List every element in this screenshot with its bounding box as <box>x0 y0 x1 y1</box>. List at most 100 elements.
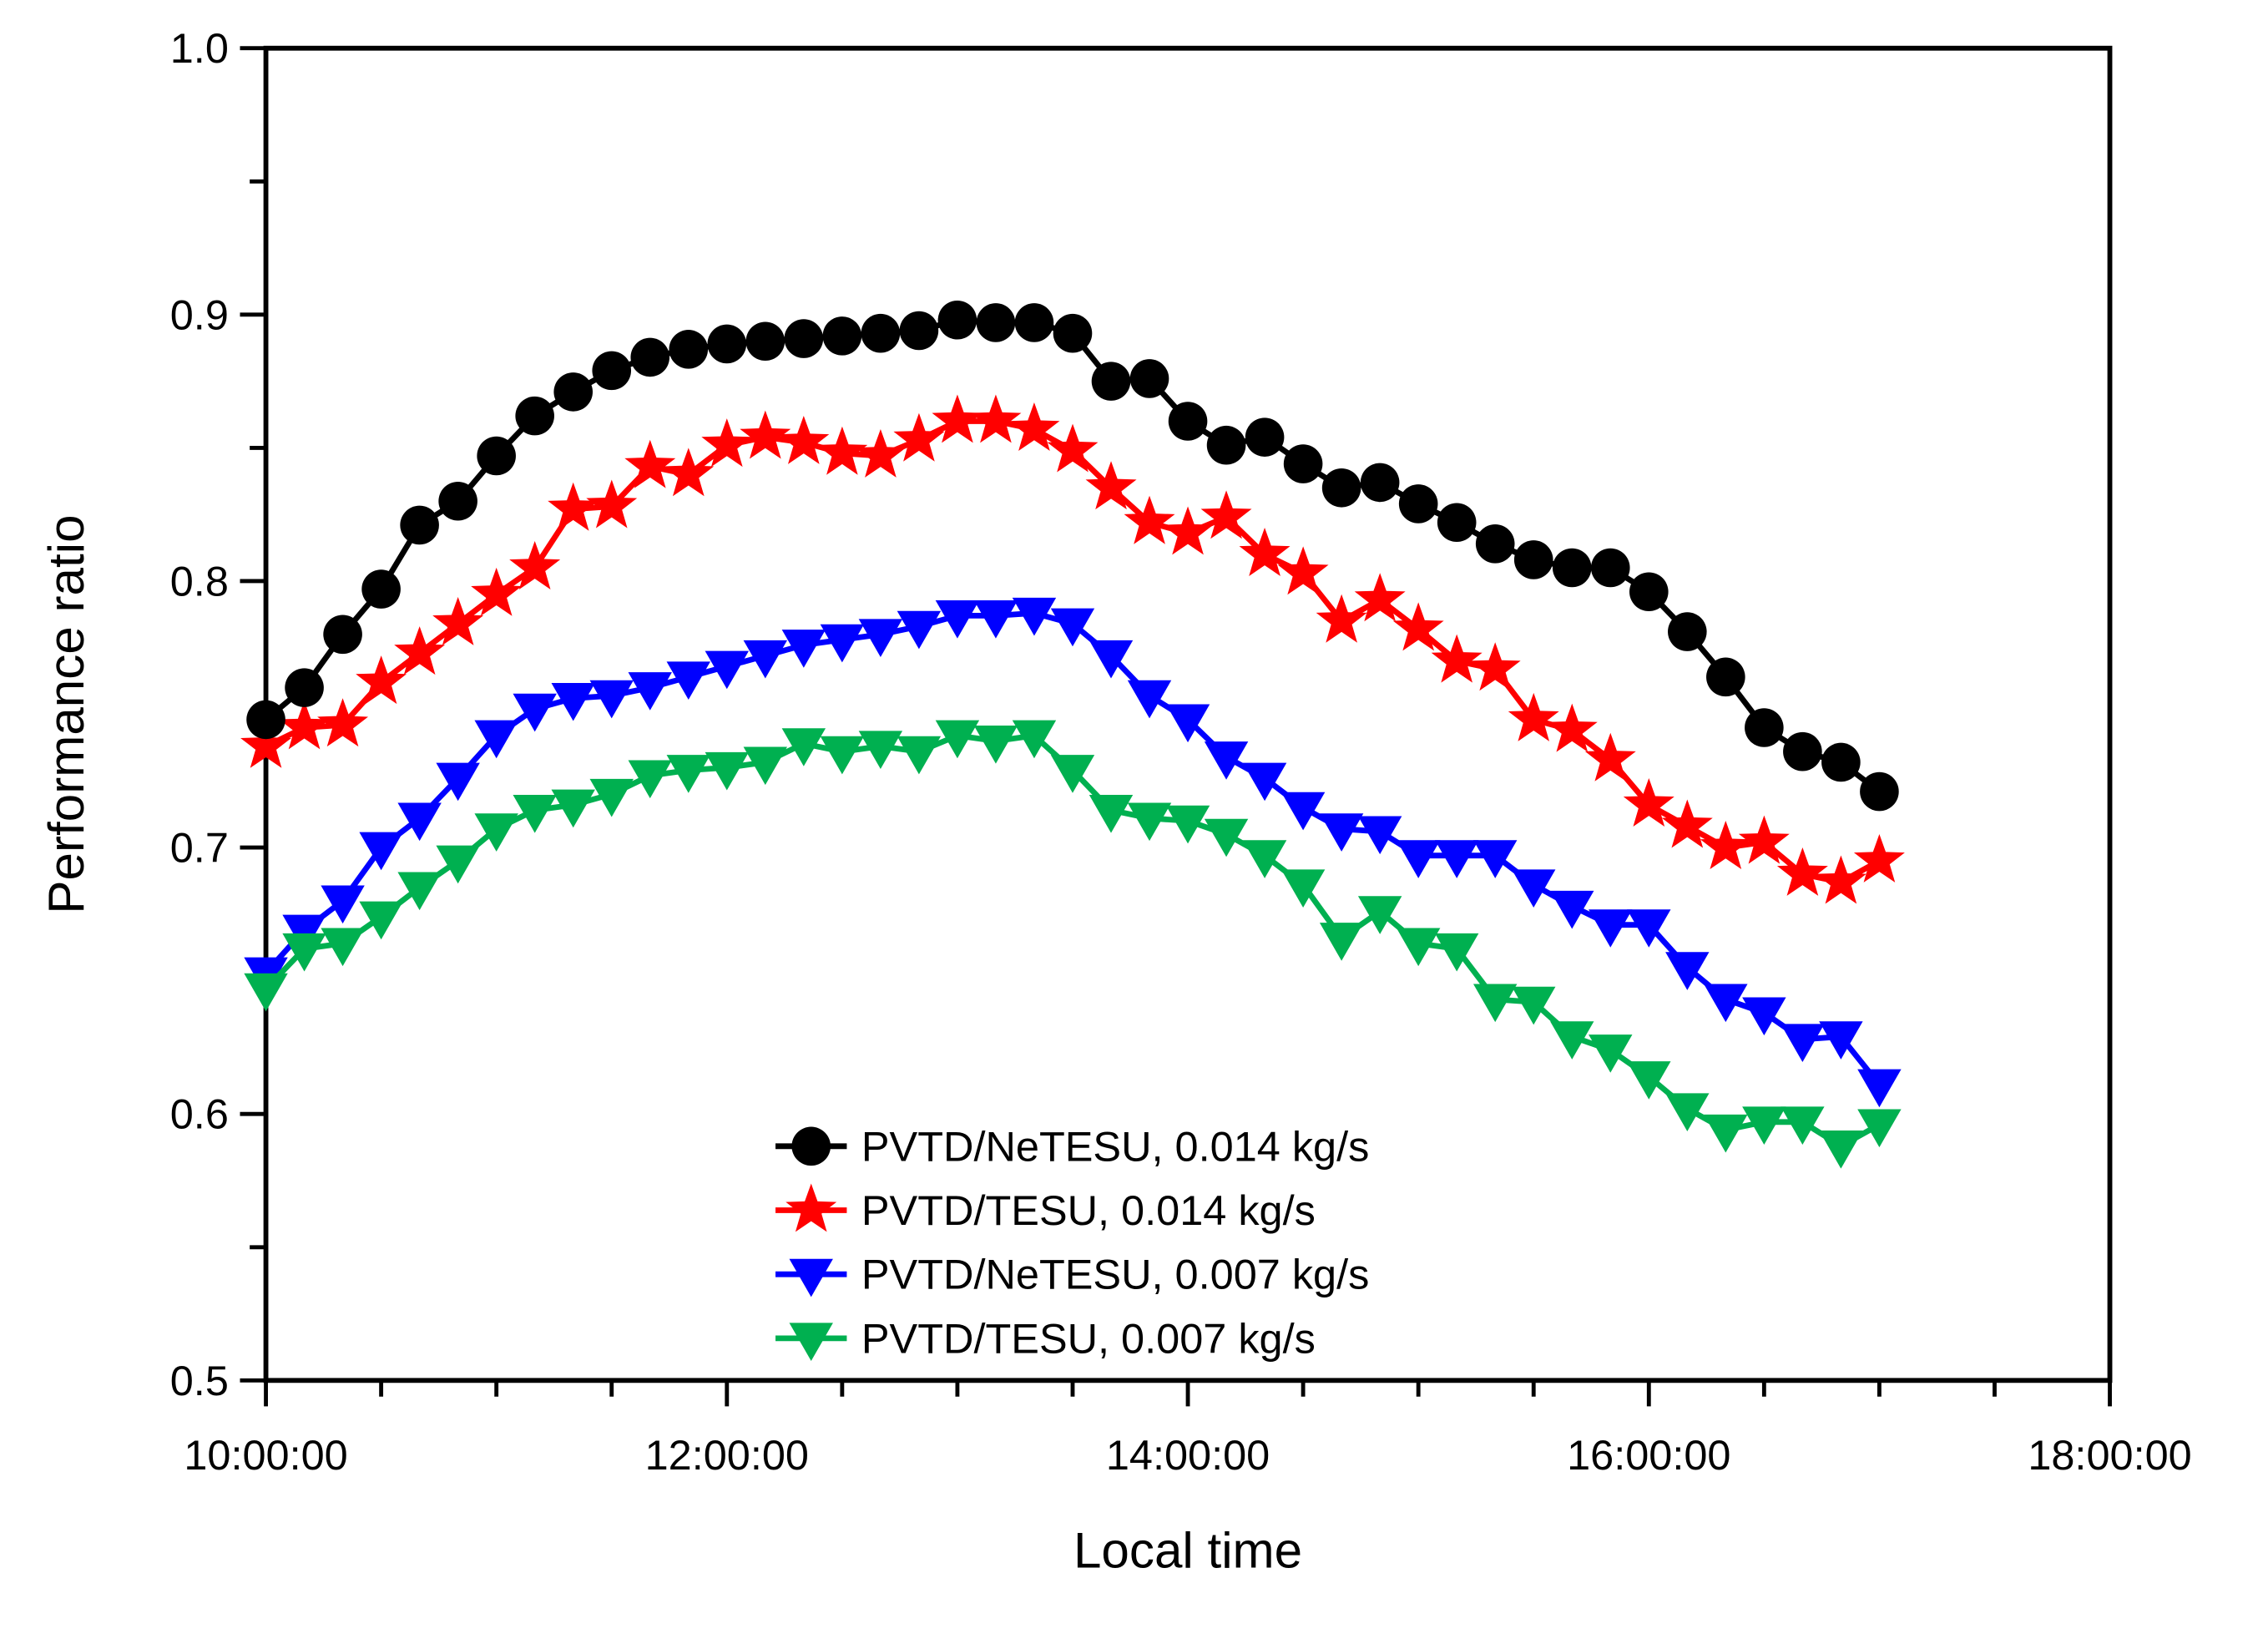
legend-entry: PVTD/NeTESU, 0.007 kg/s <box>775 1251 1369 1298</box>
data-point-triangle-down <box>743 640 788 679</box>
data-point-star <box>1277 546 1329 595</box>
data-point-star <box>1200 490 1252 539</box>
data-point-triangle-down <box>436 845 480 884</box>
x-tick-label: 10:00:00 <box>184 1431 347 1479</box>
data-point-circle <box>1053 313 1093 353</box>
data-point-triangle-down <box>1550 890 1594 929</box>
data-point-triangle-down <box>858 619 903 657</box>
data-point-star <box>1431 634 1483 683</box>
data-point-triangle-down <box>705 650 750 690</box>
data-point-triangle-down <box>1319 813 1364 852</box>
data-point-circle <box>1245 417 1285 457</box>
data-point-triangle-down <box>628 672 672 711</box>
data-point-circle <box>791 1126 831 1166</box>
legend-label: PVTD/NeTESU, 0.007 kg/s <box>861 1251 1369 1298</box>
data-point-star <box>1738 815 1790 864</box>
data-point-star <box>1776 847 1828 896</box>
data-point-circle <box>630 337 670 377</box>
data-point-circle <box>1590 548 1630 588</box>
data-point-triangle-down <box>820 736 865 775</box>
data-point-triangle-down <box>1089 794 1134 833</box>
y-tick-label: 0.8 <box>170 557 229 604</box>
data-point-triangle-down <box>1742 997 1786 1036</box>
data-point-star <box>663 448 715 497</box>
data-point-star <box>778 415 830 464</box>
data-point-star <box>1584 732 1636 782</box>
y-tick-label: 0.9 <box>170 291 229 338</box>
data-point-triangle-down <box>1357 896 1402 934</box>
data-point-triangle-down <box>973 600 1018 639</box>
data-point-star <box>816 426 868 475</box>
data-point-triangle-down <box>1589 909 1633 948</box>
data-point-circle <box>1014 303 1054 342</box>
data-point-star <box>1508 692 1559 741</box>
data-point-circle <box>1706 657 1745 697</box>
data-point-star <box>1661 799 1713 848</box>
data-point-triangle-down <box>1781 1106 1825 1145</box>
data-point-star <box>740 410 791 459</box>
data-point-triangle-down <box>973 726 1018 764</box>
data-point-star <box>317 698 369 747</box>
data-point-star <box>586 479 638 529</box>
data-point-triangle-down <box>935 600 980 639</box>
legend-label: PVTD/NeTESU, 0.014 kg/s <box>861 1122 1369 1170</box>
data-point-circle <box>1668 612 1707 651</box>
data-point-triangle-down <box>1050 608 1095 647</box>
data-point-triangle-down <box>1242 840 1287 878</box>
data-point-circle <box>1091 362 1131 401</box>
legend-label: PVTD/TESU, 0.007 kg/s <box>861 1314 1316 1362</box>
data-point-triangle-down <box>1165 805 1210 844</box>
data-point-triangle-down <box>897 736 942 775</box>
data-point-circle <box>669 330 709 369</box>
data-point-triangle-down <box>1781 1024 1825 1063</box>
data-point-circle <box>1168 402 1208 441</box>
data-point-star <box>624 439 676 488</box>
data-point-star <box>1085 461 1137 510</box>
data-point-triangle-down <box>1665 1093 1710 1131</box>
data-point-circle <box>1321 468 1361 508</box>
data-point-triangle-down <box>474 813 518 852</box>
data-point-star <box>855 428 907 478</box>
x-axis-title: Local time <box>1073 1523 1302 1579</box>
data-point-circle <box>822 316 862 356</box>
series-pvtd-tesu-0-014-kg-s <box>240 394 1905 904</box>
data-point-triangle-down <box>1434 840 1479 878</box>
data-point-triangle-down <box>1704 984 1748 1023</box>
data-point-triangle-down <box>397 872 442 911</box>
y-tick-label: 0.6 <box>170 1090 229 1138</box>
data-point-triangle-down <box>551 682 595 721</box>
y-axis-title: Performance ratio <box>38 514 94 913</box>
data-point-circle <box>361 569 401 609</box>
data-point-star <box>1008 402 1060 452</box>
data-point-triangle-down <box>1012 720 1057 759</box>
data-point-circle <box>1821 742 1861 782</box>
data-point-circle <box>553 372 594 412</box>
data-point-star <box>932 394 983 443</box>
data-point-circle <box>1206 425 1246 465</box>
data-point-triangle-down <box>1050 755 1095 793</box>
data-point-star <box>701 418 753 468</box>
legend-entry: PVTD/TESU, 0.007 kg/s <box>775 1314 1316 1362</box>
data-point-triangle-down <box>1242 762 1287 802</box>
data-point-triangle-down <box>589 680 634 719</box>
data-point-triangle-down <box>1319 923 1364 961</box>
data-point-star <box>548 482 599 531</box>
x-tick-label: 18:00:00 <box>2028 1431 2191 1479</box>
data-point-circle <box>937 300 977 340</box>
data-point-triangle-down <box>1089 640 1134 679</box>
data-point-triangle-down <box>1550 1021 1594 1060</box>
data-point-triangle-down <box>1627 1061 1671 1100</box>
series-pvtd-tesu-0-007-kg-s <box>244 720 1902 1169</box>
data-point-triangle-down <box>1473 984 1518 1023</box>
data-point-triangle-down <box>436 762 480 802</box>
legend-entry: PVTD/TESU, 0.014 kg/s <box>775 1183 1316 1234</box>
data-point-star <box>1546 703 1598 752</box>
data-point-circle <box>246 700 285 740</box>
x-tick-label: 12:00:00 <box>645 1431 809 1479</box>
data-point-circle <box>1283 444 1323 483</box>
data-point-circle <box>707 324 747 364</box>
data-point-star <box>1392 602 1444 651</box>
data-point-triangle-down <box>1434 933 1479 972</box>
y-tick-label: 0.5 <box>170 1357 229 1404</box>
data-point-triangle-down <box>513 693 557 732</box>
